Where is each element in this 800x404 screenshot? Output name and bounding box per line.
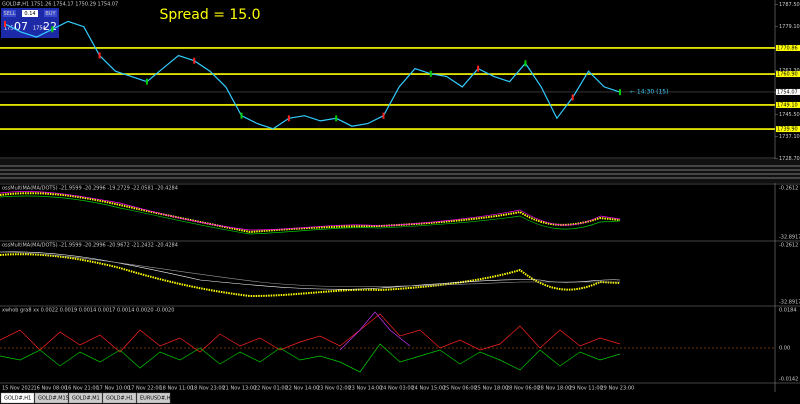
indicator-bottom: -32.8917 — [779, 300, 800, 306]
time-label: 24 Nov 03:00 — [380, 386, 414, 392]
candle — [98, 52, 101, 59]
candle — [429, 70, 432, 77]
tab[interactable] — [102, 392, 137, 404]
y-tick-label: 1779.10 — [779, 24, 800, 30]
indicator-bottom: -32.8917 — [779, 235, 800, 241]
level-tag — [776, 44, 800, 51]
y-tick-label: 1745.50 — [779, 112, 800, 118]
candle — [4, 21, 6, 28]
candle — [619, 89, 621, 96]
lot-input[interactable] — [22, 10, 38, 17]
buy-big: 1754 — [33, 26, 46, 32]
level-label: 1770.86 — [777, 45, 798, 51]
level-label: 1749.10 — [777, 102, 798, 108]
candle — [240, 112, 243, 119]
tab[interactable] — [136, 392, 171, 404]
level-label: 1739.90 — [777, 127, 798, 133]
candle — [382, 112, 385, 119]
candle — [524, 60, 527, 67]
time-label: 25 Nov 18:00 — [475, 386, 509, 392]
indicator-line — [0, 195, 621, 235]
time-label: 21 Nov 13:00 — [223, 386, 257, 392]
indicator-dots — [0, 253, 621, 298]
tab-label[interactable]: GOLD#,H1 — [106, 396, 133, 402]
candle — [335, 115, 338, 122]
symbol-info: GOLD#,H1 1751.26 1754.17 1750.29 1754.07 — [2, 2, 118, 8]
indicator-line — [0, 191, 621, 231]
candle — [193, 57, 196, 64]
time-label: 25 Nov 06:00 — [443, 386, 477, 392]
spread: Spread = 15.0 — [159, 7, 260, 23]
sell-label[interactable]: SELL — [4, 11, 16, 17]
tab-label[interactable]: GOLD#,M1 — [72, 396, 100, 402]
level-tag — [776, 126, 800, 133]
candle — [477, 65, 480, 72]
time-label: 16 Nov 21:00 — [65, 386, 99, 392]
buy-label[interactable]: BUY — [45, 11, 56, 17]
indicator-middle: 0.00 — [779, 346, 790, 352]
time-label: 29 Nov 23:00 — [601, 386, 635, 392]
tab[interactable] — [0, 392, 35, 404]
time-label: 17 Nov 22:00 — [128, 386, 162, 392]
indicator-title: ossMultiMA(MA/DOTS) -21.9599 -20.2996 -2… — [2, 243, 178, 249]
indicator-dots — [0, 192, 621, 234]
tab[interactable] — [68, 392, 103, 404]
time-label: 18 Nov 23:00 — [191, 386, 225, 392]
indicator-line — [0, 313, 621, 353]
buy-button[interactable] — [44, 10, 57, 17]
candle — [287, 115, 290, 122]
indicator-title: ossMultiMA(MA/DOTS) -21.9599 -20.2996 -1… — [2, 186, 178, 192]
trade-panel: SELL 0.14 BUY 1754 07 1754 22 — [1, 8, 59, 38]
indicator-bottom: -0.0142 — [779, 377, 798, 383]
sell-price: 07 — [14, 20, 28, 33]
indicator-top: 0.0184 — [779, 308, 797, 314]
indicator-line — [0, 343, 621, 373]
price-line — [4, 20, 621, 130]
indicator-title: xwhob gra8 xx 0.0022 0.0019 0.0014 0.001… — [2, 308, 174, 314]
tab[interactable] — [34, 392, 69, 404]
time-label: 22 Nov 01:00 — [254, 386, 288, 392]
y-tick-label: 1728.70 — [779, 156, 800, 162]
time-label: 22 Nov 14:00 — [286, 386, 320, 392]
time-label: 28 Nov 18:00 — [538, 386, 572, 392]
indicator-top: -0.2612 — [779, 186, 798, 192]
indicator-line — [339, 311, 411, 351]
lot[interactable]: 0.14 — [24, 11, 35, 17]
candle — [51, 26, 54, 33]
level-label: 1760.90 — [777, 72, 798, 78]
buy-price: 22 — [43, 20, 57, 33]
time-label: 17 Nov 10:00 — [97, 386, 131, 392]
time-label: 29 Nov 11:00 — [569, 386, 603, 392]
tab-label[interactable]: GOLD#,H1 — [4, 396, 31, 402]
stripe-bg — [0, 159, 800, 183]
time-label: 18 Nov 11:00 — [160, 386, 194, 392]
candle — [571, 94, 574, 101]
time-label: 23 Nov 14:00 — [349, 386, 383, 392]
time-label: 23 Nov 02:00 — [317, 386, 351, 392]
sell-big: 1754 — [4, 26, 17, 32]
tab-label[interactable]: EURUSD#,H1 — [140, 396, 174, 402]
y-tick-label: 1762.30 — [779, 68, 800, 74]
indicator-top: -0.2612 — [779, 243, 798, 249]
tab-label[interactable]: GOLD#,M15 — [38, 396, 69, 402]
time-label: 28 Nov 06:00 — [506, 386, 540, 392]
stripe-pane — [0, 159, 800, 183]
candle — [145, 78, 148, 85]
time-label: 24 Nov 15:00 — [412, 386, 446, 392]
bid-tag — [776, 88, 800, 95]
sell-button[interactable] — [3, 10, 16, 17]
indicator-line — [0, 251, 620, 287]
level-tag — [776, 71, 800, 78]
level-tag — [776, 101, 800, 108]
bid-label: 1754.07 — [777, 89, 798, 95]
time-label: 15 Nov 2022 — [2, 386, 34, 392]
y-tick-label: 1787.50 — [779, 2, 800, 8]
y-tick-label: 1737.10 — [779, 134, 800, 140]
time-label: 16 Nov 08:00 — [34, 386, 68, 392]
